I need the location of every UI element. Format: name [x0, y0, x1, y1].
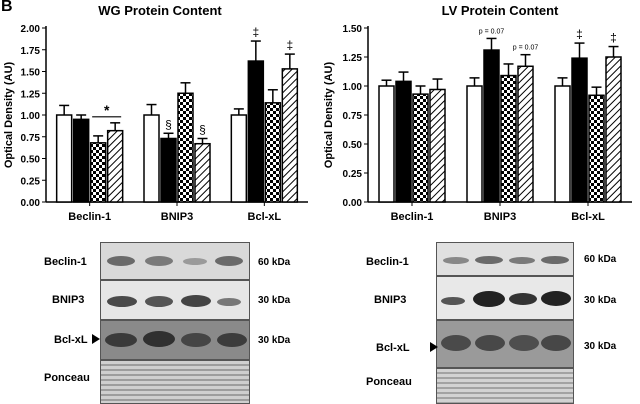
y-tick-label: 0.00: [343, 198, 363, 209]
blot-lane-ponceau: [436, 368, 574, 404]
blot-panel-left: Beclin-1 BNIP3 Bcl-xL Ponceau 60 kDa 30 …: [0, 238, 320, 404]
kda-label: 30 kDa: [584, 295, 617, 306]
y-axis-label: Optical Density (AU): [3, 61, 15, 168]
y-tick-label: 0.75: [343, 111, 363, 122]
bar: [554, 85, 571, 203]
blot-label: BNIP3: [374, 294, 407, 306]
blot-lane-bclxl: [436, 320, 574, 368]
y-axis-label: Optical Density (AU): [323, 61, 335, 168]
x-tick-label: BNIP3: [161, 211, 193, 223]
kda-label: 60 kDa: [584, 254, 617, 265]
blot-label: BNIP3: [52, 294, 85, 306]
blot-panel-right: Beclin-1 BNIP3 Bcl-xL Ponceau 60 kDa 30 …: [320, 238, 640, 404]
bar: [412, 93, 429, 203]
bar: [55, 114, 73, 203]
bar: [588, 94, 605, 203]
panel-letter: B: [1, 0, 13, 15]
x-tick-label: Beclin-1: [391, 211, 434, 223]
y-tick-label: 2.00: [21, 24, 41, 35]
bar: [378, 85, 395, 203]
bar: [143, 114, 160, 203]
bar: [89, 142, 107, 203]
significance-marker: ‡: [576, 27, 583, 41]
bar: [483, 49, 500, 203]
bar: [177, 92, 194, 203]
blot-label: Beclin-1: [366, 256, 409, 268]
significance-marker: *: [104, 102, 110, 118]
bar: [605, 56, 622, 203]
y-tick-label: 1.50: [343, 24, 363, 35]
bar: [517, 65, 534, 203]
x-tick-label: Beclin-1: [68, 211, 111, 223]
bar: [571, 57, 588, 203]
bar: [500, 74, 517, 203]
blot-lane-bnip3: [436, 276, 574, 320]
blot-lane-bnip3: [100, 280, 250, 320]
y-tick-label: 1.25: [343, 53, 363, 64]
blot-label: Ponceau: [44, 372, 90, 384]
bar: [230, 114, 248, 203]
x-tick-label: Bcl-xL: [248, 211, 282, 223]
kda-label: 30 kDa: [258, 295, 291, 306]
chart-title: WG Protein Content: [98, 3, 222, 18]
blot-lane-bclxl: [100, 320, 250, 360]
bar: [429, 88, 446, 203]
bar: [247, 60, 265, 203]
y-tick-label: 0.50: [343, 140, 363, 151]
kda-label: 30 kDa: [584, 341, 617, 352]
marker-arrow-icon: [430, 342, 438, 352]
blot-label: Ponceau: [366, 376, 412, 388]
blot-lane-beclin: [436, 242, 574, 276]
bar: [264, 102, 282, 203]
y-tick-label: 0.75: [21, 133, 41, 144]
bar: [395, 80, 412, 203]
significance-marker: ‡: [252, 25, 259, 39]
p-value-label: p = 0.07: [513, 45, 539, 52]
bar: [106, 129, 124, 203]
y-tick-label: 0.25: [343, 169, 363, 180]
y-tick-label: 1.75: [21, 46, 41, 57]
bar-charts: WG Protein Content Optical Density (AU) 0.…: [3, 3, 632, 223]
marker-arrow-icon: [92, 334, 100, 344]
bar: [194, 142, 211, 203]
bar: [281, 68, 299, 203]
significance-marker: §: [199, 122, 206, 136]
y-tick-label: 1.50: [21, 68, 41, 79]
blot-label: Beclin-1: [44, 256, 87, 268]
y-tick-label: 1.00: [343, 82, 363, 93]
p-value-label: p = 0.07: [479, 28, 505, 35]
bar: [72, 118, 90, 203]
y-tick-label: 1.25: [21, 89, 41, 100]
y-tick-label: 0.25: [21, 176, 41, 187]
y-tick-label: 0.00: [21, 198, 41, 209]
chart-title: LV Protein Content: [442, 3, 559, 18]
bar: [466, 85, 483, 203]
x-tick-label: Bcl-xL: [571, 211, 605, 223]
y-tick-label: 1.00: [21, 111, 41, 122]
x-tick-label: BNIP3: [484, 211, 516, 223]
blot-label: Bcl-xL: [54, 334, 88, 346]
blot-lane-beclin: [100, 242, 250, 280]
blot-label: Bcl-xL: [376, 342, 410, 354]
bar: [160, 137, 177, 203]
blot-lane-ponceau: [100, 360, 250, 404]
kda-label: 30 kDa: [258, 335, 291, 346]
y-tick-label: 0.50: [21, 155, 41, 166]
significance-marker: ‡: [286, 38, 293, 52]
kda-label: 60 kDa: [258, 257, 291, 268]
significance-marker: §: [165, 117, 172, 131]
significance-marker: ‡: [610, 31, 617, 45]
